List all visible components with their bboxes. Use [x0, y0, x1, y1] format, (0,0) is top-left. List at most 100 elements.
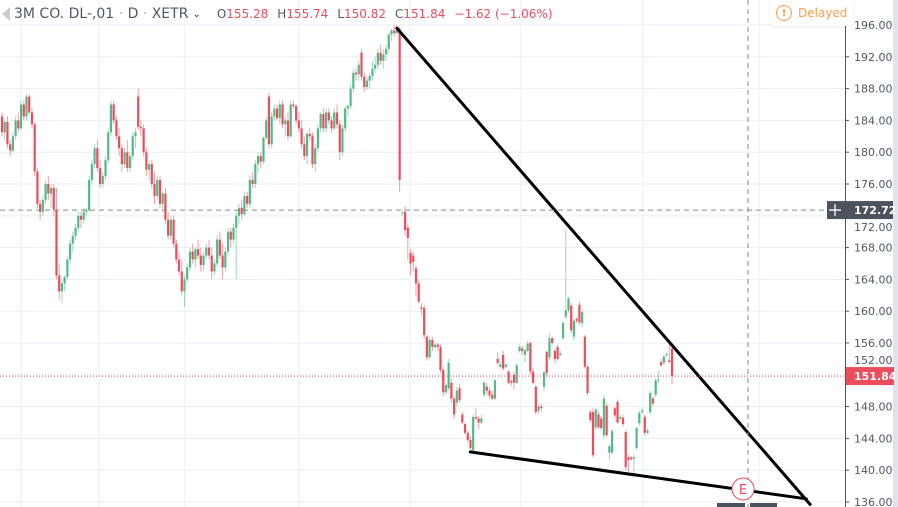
candle-body	[469, 439, 472, 448]
candle-body	[305, 133, 309, 157]
candle-body	[393, 30, 396, 33]
candle-body	[134, 132, 137, 137]
delayed-label: Delayed	[798, 6, 848, 20]
candle-body	[493, 380, 497, 399]
candle-body	[107, 132, 110, 161]
candle-body	[79, 215, 83, 220]
scrollbar[interactable]	[893, 0, 898, 507]
candle-body	[0, 116, 4, 133]
candle-body	[246, 195, 249, 204]
candle-body	[186, 267, 189, 280]
y-tick-label: 196.00	[854, 19, 893, 32]
candle-body	[605, 405, 608, 436]
candle-body	[523, 350, 527, 355]
symbol-name: 3M CO. DL-,01	[14, 6, 115, 22]
candle-body	[25, 96, 28, 117]
candle-body	[453, 398, 456, 415]
candle-body	[52, 187, 55, 210]
candle-body	[390, 30, 393, 35]
candle-body	[624, 432, 627, 468]
candle-body	[47, 184, 50, 194]
candle-body	[33, 124, 36, 172]
candle-body	[504, 364, 507, 367]
candle-body	[167, 219, 170, 236]
candle-body	[68, 243, 72, 260]
candle-body	[137, 96, 140, 127]
plus-icon[interactable]	[829, 204, 841, 217]
candle-body	[556, 346, 559, 359]
earnings-marker[interactable]	[731, 477, 755, 501]
candle-body	[474, 416, 478, 419]
candle-body	[265, 120, 268, 138]
price-axis[interactable]: 196.00 192.00 188.00 184.00 180.00 176.00 172.…	[827, 0, 898, 507]
y-tick-label: 140.00	[854, 464, 893, 477]
candle-body	[156, 180, 159, 196]
candle-body	[357, 64, 360, 75]
candle-body	[526, 343, 529, 351]
candle-body	[382, 54, 385, 61]
candle-body	[368, 75, 371, 81]
delayed-badge[interactable]: ! Delayed	[770, 0, 854, 26]
candle-body	[93, 148, 96, 165]
candle-body	[248, 180, 251, 204]
candle-body	[131, 136, 134, 157]
candle-body	[510, 381, 513, 383]
candle-body	[267, 96, 271, 145]
candle-body	[594, 409, 597, 428]
candle-body	[534, 386, 537, 413]
candle-body	[597, 414, 600, 428]
earnings-marker-label: E	[739, 483, 747, 498]
grid	[0, 0, 845, 507]
candle-body	[3, 121, 6, 133]
candle-body	[621, 417, 625, 425]
candle-body	[531, 371, 535, 383]
candle-body	[256, 156, 260, 165]
candle-body	[251, 180, 254, 184]
candle-body	[638, 412, 641, 424]
candle-body	[412, 255, 415, 262]
low-value: L150.82	[337, 7, 386, 21]
y-tick-label: 148.00	[854, 401, 893, 414]
candle-body	[327, 112, 330, 121]
trendline[interactable]	[395, 26, 812, 506]
candle-body	[537, 406, 540, 411]
candle-body	[436, 344, 439, 347]
candle-body	[210, 255, 213, 272]
candle-body	[164, 193, 167, 220]
collapse-legend-icon[interactable]	[2, 7, 10, 21]
candle-body	[660, 362, 663, 366]
candle-body	[431, 339, 434, 347]
candle-body	[354, 72, 358, 75]
candle-body	[85, 210, 88, 212]
candle-body	[139, 126, 143, 129]
candle-body	[572, 320, 576, 337]
candle-body	[325, 112, 328, 129]
candle-body	[425, 336, 428, 358]
price-axis-background	[845, 0, 898, 507]
interval: D	[127, 6, 139, 22]
candle-body	[284, 120, 287, 125]
candle-body	[202, 255, 205, 266]
candle-body	[109, 104, 113, 133]
candle-body	[398, 28, 401, 181]
candle-body	[221, 255, 224, 268]
candle-body	[297, 120, 300, 129]
candle-body	[158, 180, 162, 204]
candle-body	[545, 351, 548, 374]
candle-body	[44, 184, 47, 200]
candle-body	[567, 298, 570, 311]
candle-body	[147, 164, 151, 170]
candle-body	[36, 171, 39, 204]
candle-body	[115, 120, 118, 137]
close-value: C151.84	[395, 7, 446, 21]
candle-body	[507, 371, 510, 383]
candle-body	[199, 255, 202, 266]
y-tick-label: 176.00	[854, 178, 893, 191]
candle-body	[439, 346, 442, 371]
symbol-title[interactable]: 3M CO. DL-,01 · D · XETR	[14, 6, 188, 22]
high-value: H155.74	[277, 7, 329, 21]
candle-body	[649, 393, 652, 413]
chevron-down-icon[interactable]: ⌄	[192, 8, 201, 20]
candle-body	[414, 268, 418, 284]
